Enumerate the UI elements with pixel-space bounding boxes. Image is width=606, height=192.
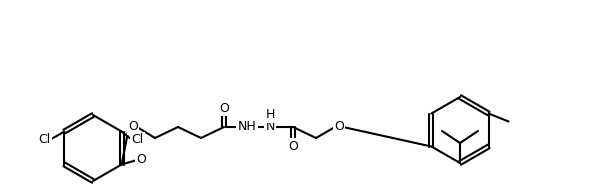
Text: NH: NH — [238, 121, 256, 133]
Text: Cl: Cl — [132, 133, 144, 146]
Text: H: H — [265, 108, 275, 122]
Text: O: O — [288, 140, 298, 152]
Text: N: N — [265, 121, 275, 133]
Text: O: O — [136, 153, 147, 166]
Text: Cl: Cl — [38, 133, 50, 146]
Text: O: O — [128, 121, 138, 133]
Text: O: O — [334, 121, 344, 133]
Text: O: O — [219, 102, 229, 114]
